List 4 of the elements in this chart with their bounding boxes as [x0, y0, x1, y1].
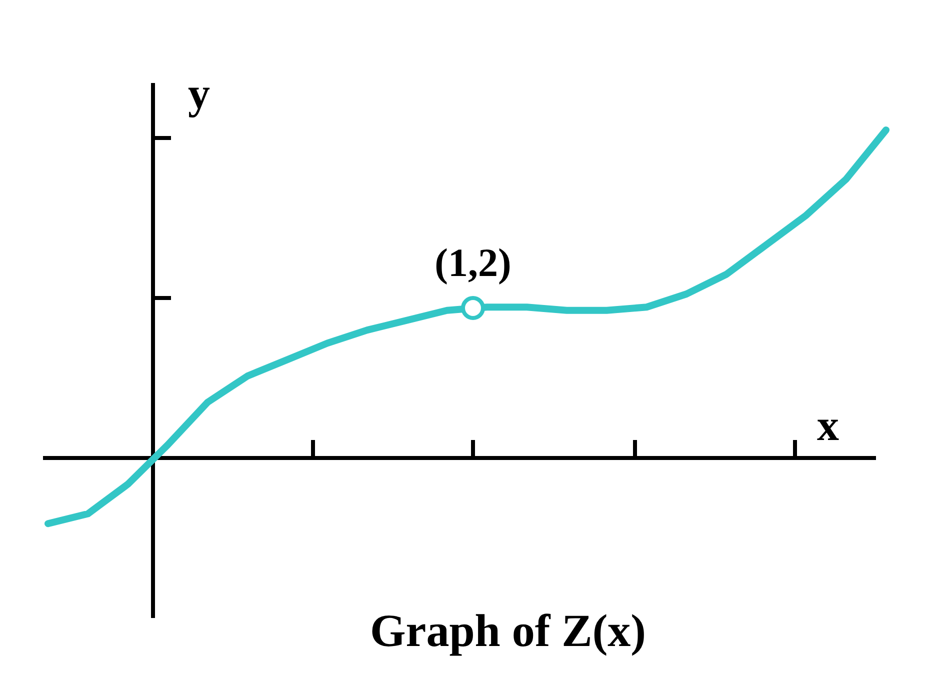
annotation: (1,2) [434, 240, 512, 285]
x-axis-title: x [817, 401, 839, 450]
text: Graph of Z(x) [370, 605, 646, 656]
y-axis-title: y [188, 69, 210, 118]
